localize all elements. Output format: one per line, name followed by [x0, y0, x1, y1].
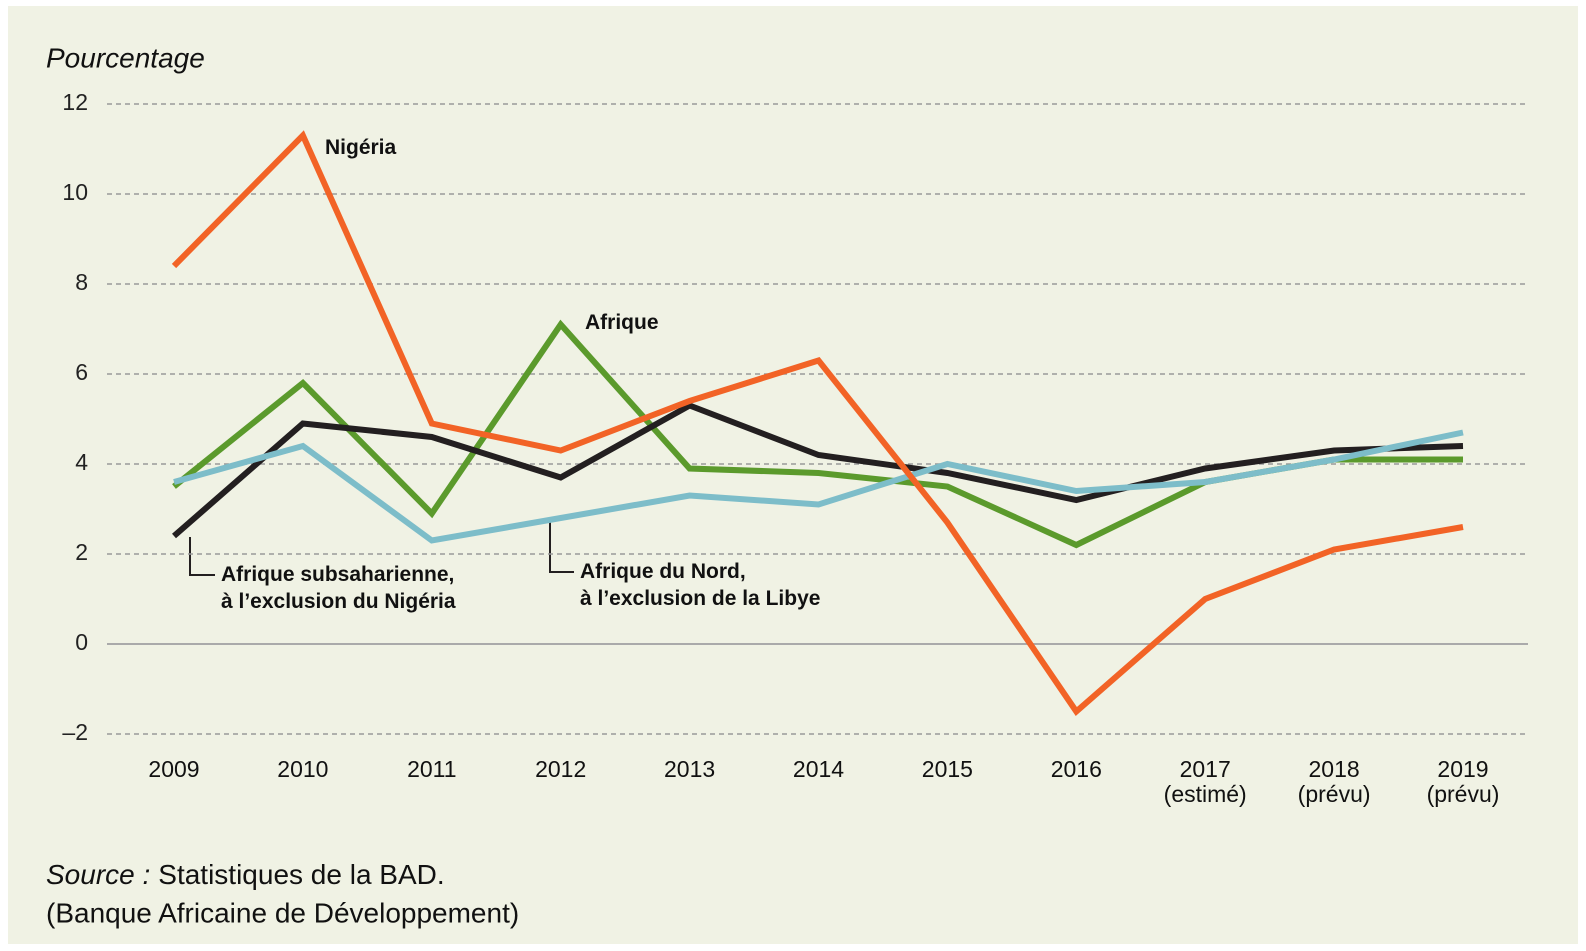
series-label: Afrique subsaharienne, à l’exclusion du … [221, 563, 456, 613]
y-tick-label: 6 [75, 359, 88, 385]
x-tick-label: 2011 [407, 756, 457, 782]
x-tick-label: 2019 (prévu) [1426, 756, 1500, 807]
source-text: Statistiques de la BAD. [158, 859, 444, 890]
source-note: (Banque Africaine de Développement) [46, 897, 519, 928]
series-label: Afrique du Nord, à l’exclusion de la Lib… [580, 560, 821, 610]
source-label: Source : [46, 859, 150, 890]
source: Source : Statistiques de la BAD. [46, 859, 445, 890]
y-tick-label: 4 [75, 449, 88, 475]
x-tick-label: 2012 [535, 756, 587, 782]
y-tick-label: 0 [75, 629, 88, 655]
series-label: Afrique [585, 311, 659, 334]
y-tick-label: –2 [62, 719, 88, 745]
x-tick-label: 2014 [792, 756, 845, 782]
x-tick-label: 2009 [148, 756, 200, 782]
y-axis-label: Pourcentage [46, 42, 205, 73]
x-tick-label: 2018 (prévu) [1297, 756, 1371, 807]
leader-line [549, 517, 574, 573]
y-tick-label: 12 [62, 89, 88, 115]
x-tick-label: 2010 [277, 756, 329, 782]
leader-line [189, 537, 215, 576]
x-tick-label: 2017 (estimé) [1163, 756, 1247, 807]
series-line [173, 429, 1464, 544]
x-tick-label: 2015 [921, 756, 973, 782]
x-tick-label: 2013 [664, 756, 716, 782]
y-tick-label: 8 [75, 269, 88, 295]
series-line [172, 402, 1464, 539]
y-tick-label: 10 [62, 179, 88, 205]
x-tick-label: 2016 [1050, 756, 1102, 782]
y-tick-label: 2 [75, 539, 88, 565]
series-label: Nigéria [325, 136, 397, 159]
series-line [171, 130, 1464, 716]
